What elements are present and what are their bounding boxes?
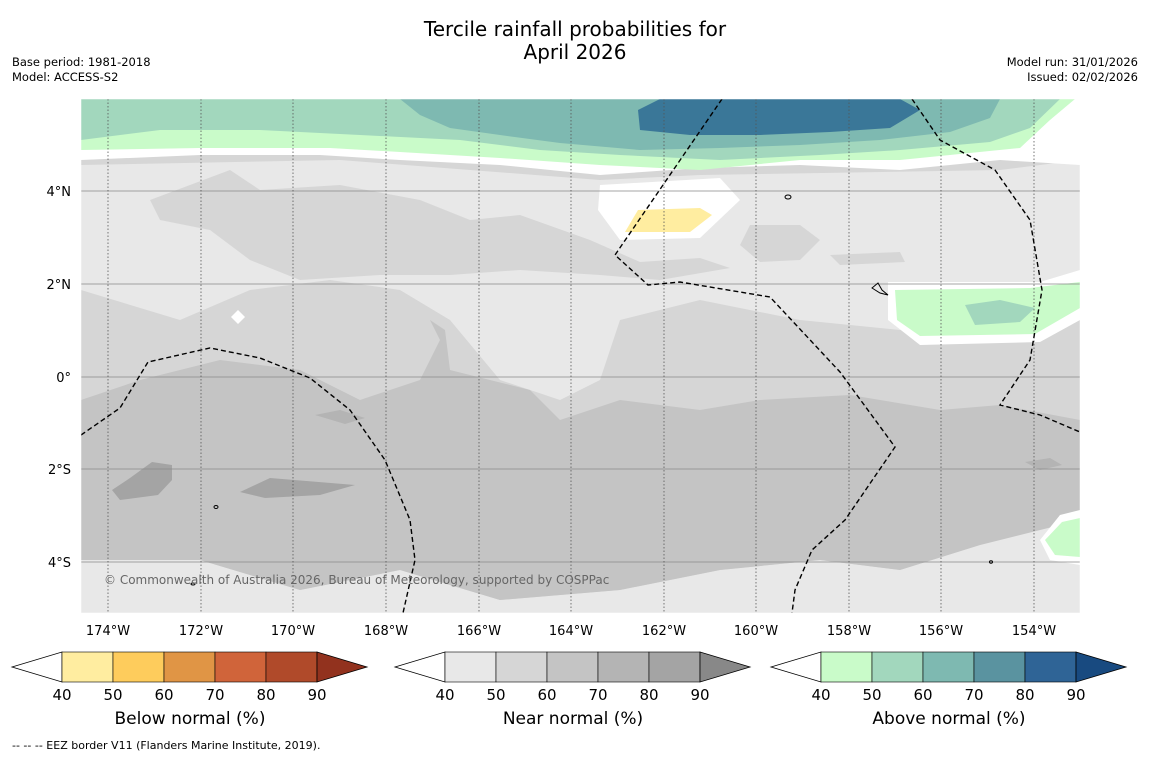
colorbar-segment bbox=[973, 651, 1026, 683]
lat-label: 2°S bbox=[48, 463, 71, 478]
colorbar-tick-label: 40 bbox=[435, 686, 454, 704]
near-normal-60-region bbox=[81, 320, 1080, 600]
lon-label: 156°W bbox=[919, 624, 963, 639]
lon-label: 162°W bbox=[642, 624, 686, 639]
colorbar-segment bbox=[495, 651, 548, 683]
colorbar-tick-label: 80 bbox=[1015, 686, 1034, 704]
title-line-1: Tercile rainfall probabilities for bbox=[423, 17, 727, 41]
colorbar-tick-label: 70 bbox=[964, 686, 983, 704]
colorbar-extend-low bbox=[10, 651, 63, 683]
white-diamond bbox=[231, 310, 245, 324]
near-normal-40-south bbox=[81, 520, 1080, 613]
colorbar-extend-low bbox=[769, 651, 822, 683]
near-normal-50-patch-2 bbox=[830, 252, 905, 265]
below-normal-40-patch bbox=[625, 208, 712, 232]
colorbar-extend-low bbox=[393, 651, 446, 683]
colorbar-tick-label: 90 bbox=[307, 686, 326, 704]
lat-label: 2°N bbox=[47, 278, 72, 293]
near-normal-70-patch-3 bbox=[315, 410, 365, 424]
base-period: Base period: 1981-2018 bbox=[12, 55, 151, 69]
colorbars: 40 50 60 70 80 90 40 50 60 70 80 90 40 50 60 70 80 90 bbox=[10, 651, 1128, 704]
colorbar-tick-label: 60 bbox=[537, 686, 556, 704]
colorbar-tick-label: 90 bbox=[690, 686, 709, 704]
colorbar-tick-label: 80 bbox=[256, 686, 275, 704]
eez-borders bbox=[81, 99, 1080, 613]
lon-label: 164°W bbox=[549, 624, 593, 639]
above-normal-se-40 bbox=[1045, 518, 1080, 557]
colorbar-tick-label: 50 bbox=[486, 686, 505, 704]
colorbar-extend-high bbox=[316, 651, 369, 683]
model-run: Model run: 31/01/2026 bbox=[1006, 55, 1138, 69]
lon-label: 154°W bbox=[1012, 624, 1056, 639]
colorbar-tick-label: 50 bbox=[862, 686, 881, 704]
lon-label: 170°W bbox=[271, 624, 315, 639]
colorbar-segment bbox=[1024, 651, 1077, 683]
colorbar-segment bbox=[922, 651, 975, 683]
lat-label: 4°S bbox=[48, 556, 71, 571]
lon-label: 174°W bbox=[86, 624, 130, 639]
meta-left: Base period: 1981-2018 Model: ACCESS-S2 bbox=[12, 55, 151, 85]
colorbar-segment bbox=[112, 651, 165, 683]
colorbar-label-below: Below normal (%) bbox=[114, 709, 266, 729]
colorbar-segment bbox=[444, 651, 497, 683]
lon-label: 160°W bbox=[734, 624, 778, 639]
colorbar-tick-label: 90 bbox=[1066, 686, 1085, 704]
near-normal-70-patch-2 bbox=[240, 478, 355, 498]
lat-label: 4°N bbox=[47, 185, 72, 200]
colorbar-segment bbox=[163, 651, 216, 683]
colorbar-segment bbox=[546, 651, 599, 683]
colorbar-segment bbox=[265, 651, 318, 683]
title-line-2: April 2026 bbox=[523, 40, 627, 64]
near-normal-50-patch bbox=[740, 225, 820, 262]
colorbar-tick-label: 40 bbox=[811, 686, 830, 704]
lat-labels: 4°N 2°N 0° 2°S 4°S bbox=[47, 185, 72, 571]
colorbar-segment bbox=[648, 651, 701, 683]
colorbar-tick-label: 50 bbox=[103, 686, 122, 704]
colorbar-tick-label: 80 bbox=[639, 686, 658, 704]
colorbar-tick-label: 60 bbox=[154, 686, 173, 704]
colorbar-tick-label: 70 bbox=[205, 686, 224, 704]
issued-date: Issued: 02/02/2026 bbox=[1027, 70, 1138, 84]
colorbar-segment bbox=[597, 651, 650, 683]
above-normal-east-50 bbox=[965, 300, 1035, 325]
eez-footnote: -- -- -- EEZ border V11 (Flanders Marine… bbox=[12, 739, 321, 752]
colorbar-label-near: Near normal (%) bbox=[502, 709, 644, 729]
chart-title: Tercile rainfall probabilities for April… bbox=[0, 18, 1150, 64]
lon-label: 172°W bbox=[179, 624, 223, 639]
lon-labels: 174°W 172°W 170°W 168°W 166°W 164°W 162°… bbox=[86, 624, 1056, 639]
colorbar-extend-high bbox=[1075, 651, 1128, 683]
copyright-text: © Commonwealth of Australia 2026, Bureau… bbox=[104, 573, 609, 587]
model-name: Model: ACCESS-S2 bbox=[12, 70, 119, 84]
colorbar-segment bbox=[61, 651, 114, 683]
colorbar-label-above: Above normal (%) bbox=[872, 709, 1026, 729]
above-normal-70-band bbox=[638, 99, 920, 135]
lon-label: 158°W bbox=[827, 624, 871, 639]
lon-label: 168°W bbox=[364, 624, 408, 639]
meta-right: Model run: 31/01/2026 Issued: 02/02/2026 bbox=[1007, 55, 1138, 85]
colorbar-tick-label: 70 bbox=[588, 686, 607, 704]
gridlines bbox=[81, 99, 1080, 613]
lat-label: 0° bbox=[56, 371, 71, 386]
near-normal-70-patch bbox=[112, 462, 172, 500]
colorbar-segment bbox=[871, 651, 924, 683]
colorbar-segment bbox=[214, 651, 267, 683]
lon-label: 166°W bbox=[457, 624, 501, 639]
colorbar-tick-label: 60 bbox=[913, 686, 932, 704]
colorbar-extend-high bbox=[699, 651, 752, 683]
near-normal-50-band bbox=[150, 170, 730, 280]
map-area bbox=[81, 99, 1080, 613]
islands bbox=[190, 194, 993, 586]
colorbar-tick-label: 40 bbox=[52, 686, 71, 704]
colorbar-segment bbox=[820, 651, 873, 683]
